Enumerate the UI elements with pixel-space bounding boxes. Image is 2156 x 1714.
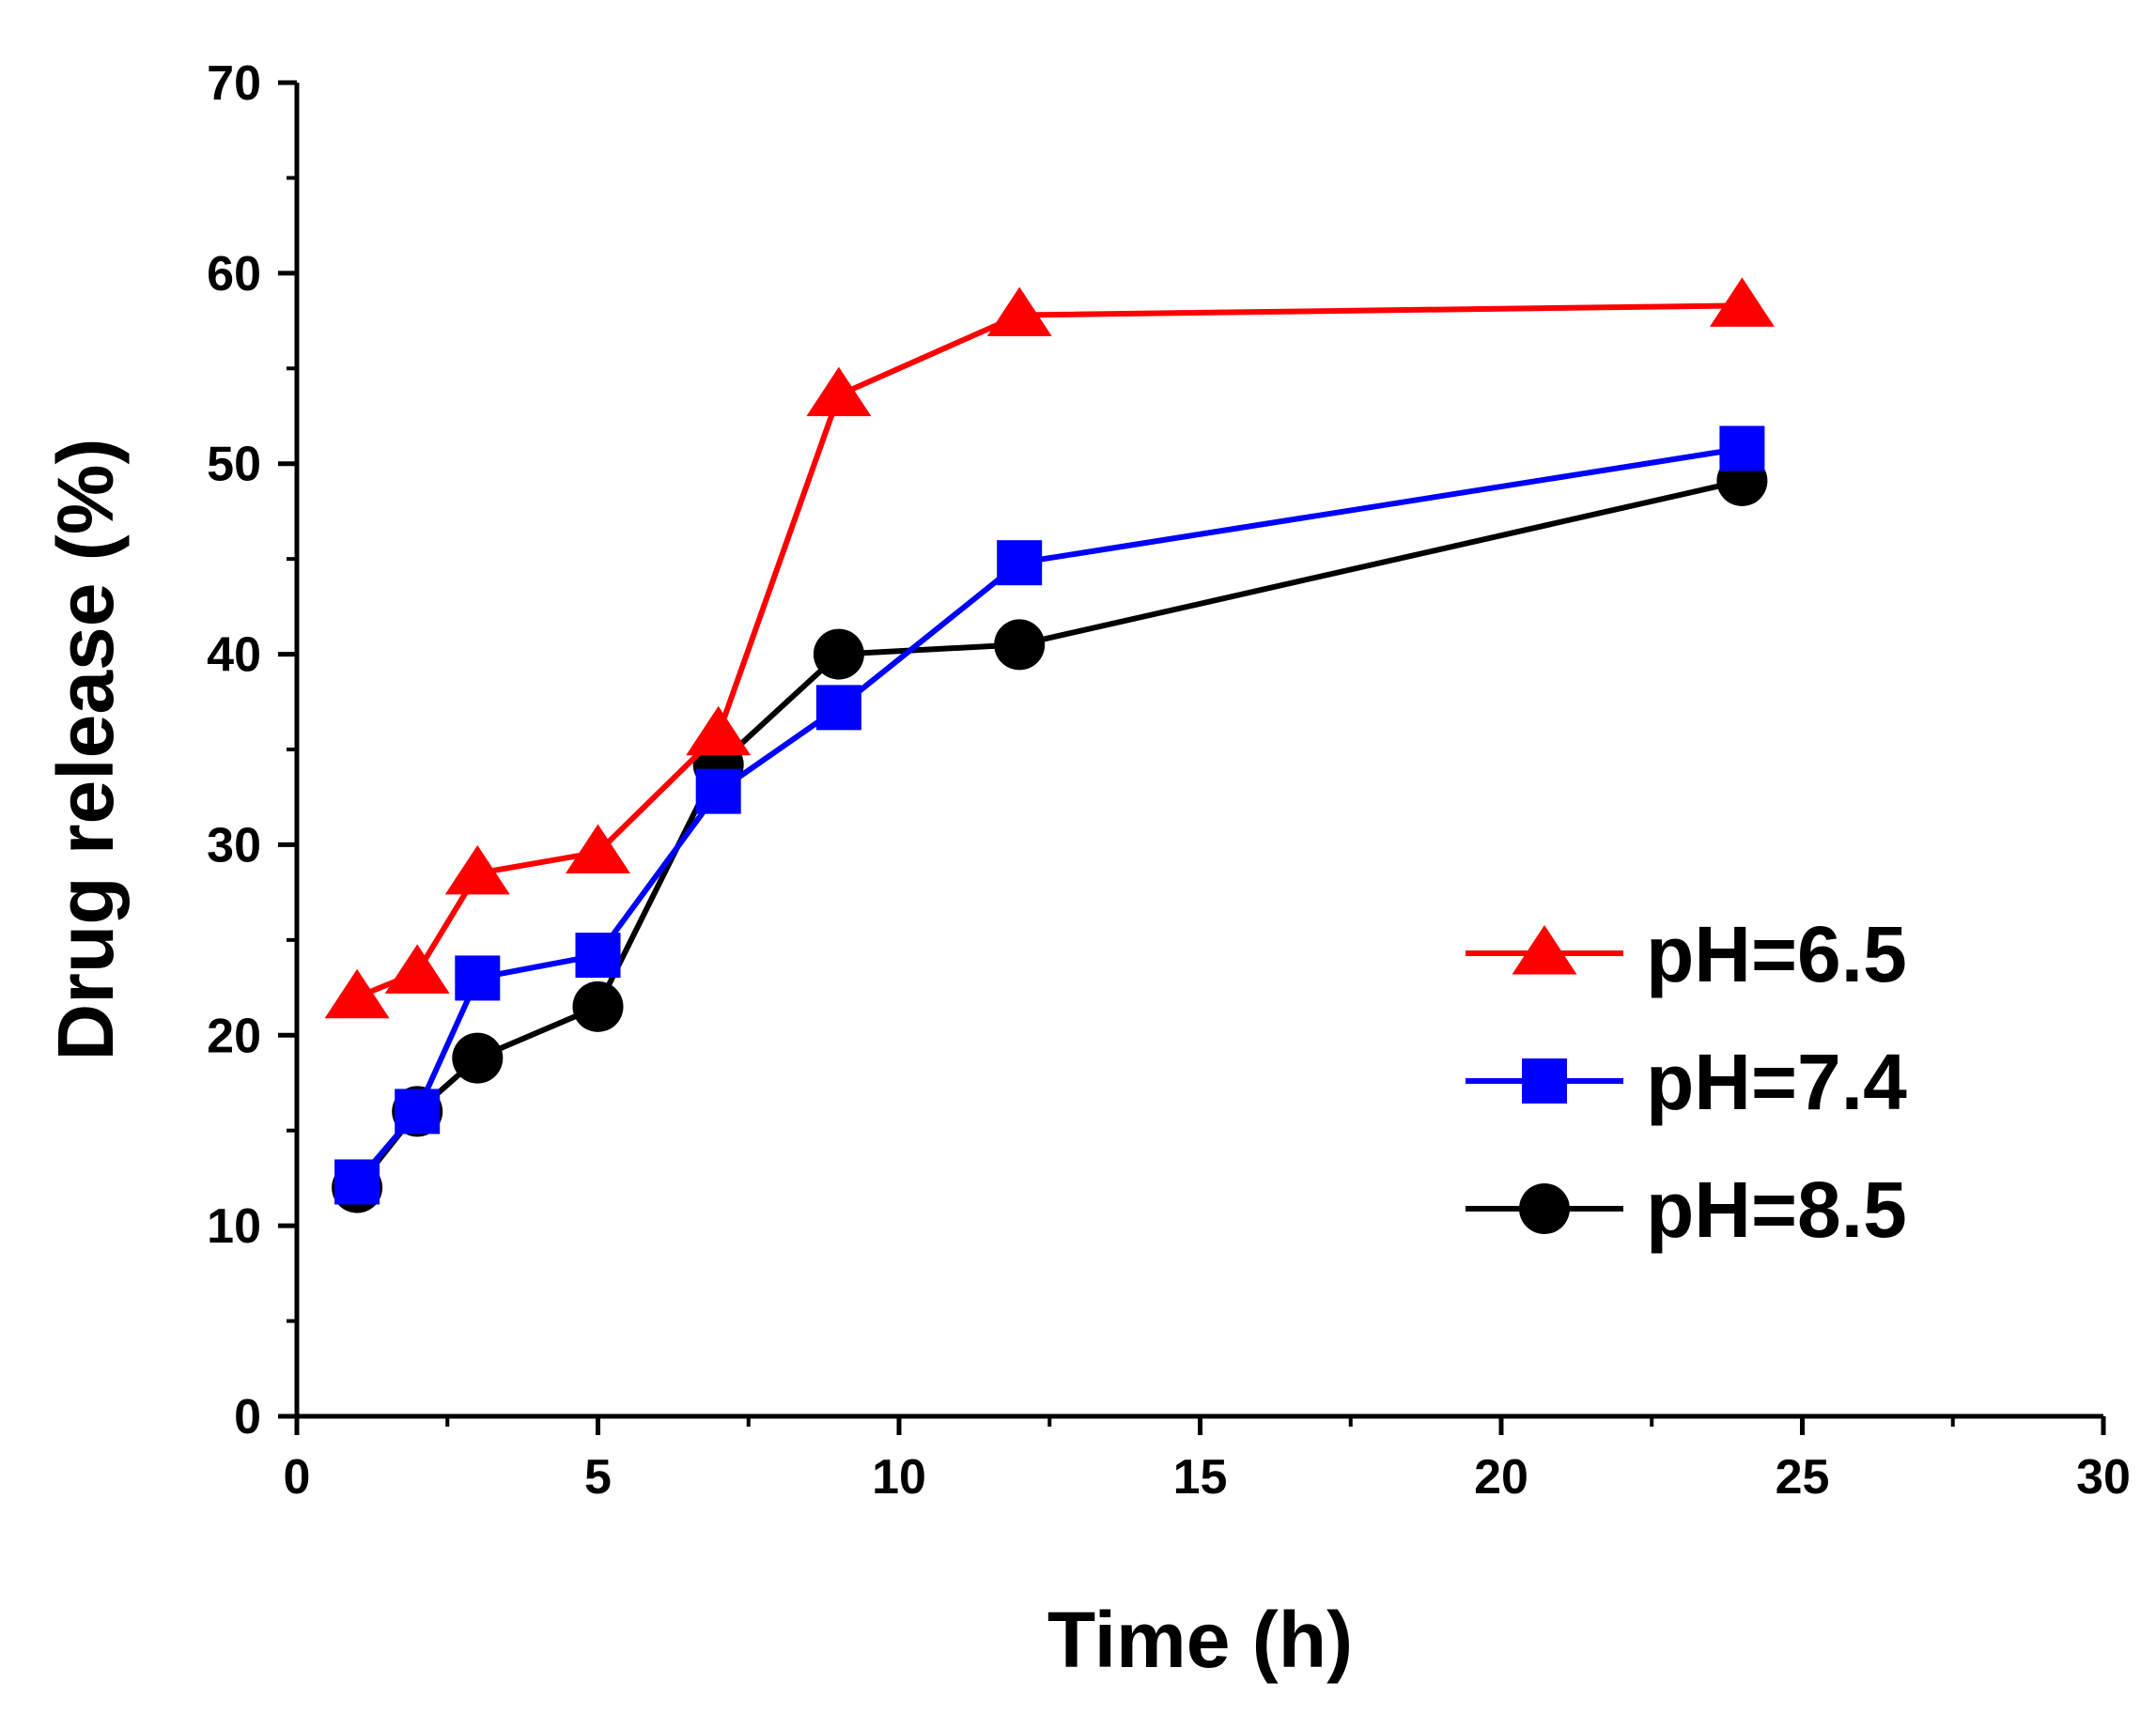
y-tick-label: 60 <box>207 247 261 301</box>
x-tick-label: 25 <box>1776 1450 1830 1505</box>
x-tick-label: 20 <box>1474 1450 1528 1505</box>
legend-item: pH=8.5 <box>1466 1166 1907 1254</box>
series-line <box>355 302 1743 1000</box>
y-tick-label: 10 <box>207 1199 261 1254</box>
data-point-circle <box>452 1032 504 1084</box>
legend: pH=6.5 pH=7.4 pH=8.5 <box>1466 910 1907 1254</box>
data-point-circle <box>813 628 864 680</box>
legend-label: pH=7.4 <box>1646 1038 1907 1126</box>
data-point-triangle <box>806 366 872 417</box>
data-point-square <box>575 933 621 979</box>
x-tick-label: 5 <box>584 1450 612 1505</box>
data-point-square <box>695 768 741 814</box>
y-tick-label: 30 <box>207 818 261 872</box>
y-tick-label: 40 <box>207 628 261 683</box>
axes: 0 5 10 15 20 25 30 0 10 20 30 40 50 60 70 <box>207 56 2131 1505</box>
data-point-triangle <box>686 705 752 756</box>
data-point-triangle <box>324 968 390 1019</box>
series-pH=7.4 <box>334 425 1765 1205</box>
legend-label: pH=6.5 <box>1646 910 1907 998</box>
series-layer <box>324 277 1775 1213</box>
x-tick-label: 10 <box>872 1450 926 1505</box>
legend-label: pH=8.5 <box>1646 1166 1907 1254</box>
data-point-triangle <box>384 944 450 994</box>
legend-marker-square <box>1522 1058 1567 1104</box>
data-point-triangle <box>1709 277 1775 327</box>
data-point-circle <box>994 619 1046 671</box>
data-point-circle <box>572 981 624 1032</box>
data-point-square <box>395 1089 441 1135</box>
legend-item: pH=7.4 <box>1466 1038 1907 1126</box>
data-point-triangle <box>986 286 1052 336</box>
data-point-square <box>997 540 1043 586</box>
x-tick-label: 30 <box>2076 1450 2131 1505</box>
data-point-triangle <box>566 824 630 874</box>
data-point-square <box>455 955 501 1001</box>
y-tick-label: 50 <box>207 438 261 492</box>
data-point-square <box>1719 425 1765 471</box>
x-axis-title: Time (h) <box>1047 1596 1353 1684</box>
legend-marker-triangle <box>1512 925 1577 975</box>
data-point-square <box>815 685 861 731</box>
data-point-triangle <box>444 844 510 895</box>
data-point-square <box>334 1159 380 1205</box>
y-axis-title: Drug release (%) <box>41 439 130 1061</box>
legend-item: pH=6.5 <box>1466 910 1907 998</box>
x-tick-label: 15 <box>1173 1450 1228 1505</box>
y-tick-label: 20 <box>207 1009 261 1063</box>
x-tick-label: 0 <box>284 1450 311 1505</box>
y-tick-label: 0 <box>234 1390 261 1444</box>
y-tick-label: 70 <box>207 56 261 111</box>
series-pH=6.5 <box>324 277 1775 1019</box>
legend-marker-circle <box>1519 1183 1570 1234</box>
